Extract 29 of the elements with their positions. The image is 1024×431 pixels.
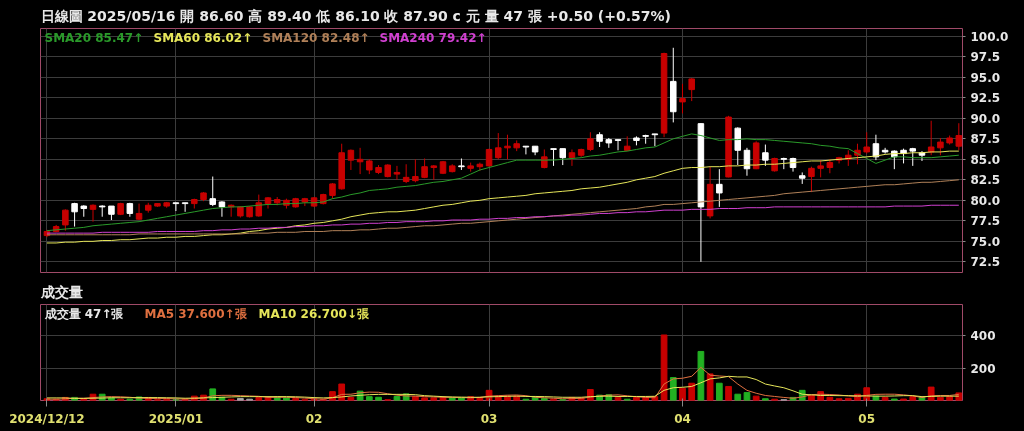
chart-title: 日線圖 2025/05/16 開 86.60 高 89.40 低 86.10 收 87.90 c 元 量 47 張 +0.50 (+0.57%)	[40, 7, 671, 24]
y-tick-label: 200	[970, 361, 996, 376]
x-tick-label: 2025/01	[148, 411, 204, 426]
x-tick-label: 05	[858, 411, 876, 426]
y-tick-label: 80.0	[970, 193, 1001, 208]
x-tick-label: 02	[305, 411, 323, 426]
y-tick-label: 400	[970, 329, 996, 344]
annotation: 成交量 47↑張	[43, 306, 125, 321]
y-tick-label: 90.0	[970, 111, 1001, 126]
y-tick-label: 92.5	[970, 91, 1001, 106]
x-tick-label: 04	[674, 411, 691, 426]
y-tick-label: 87.5	[970, 132, 1001, 147]
y-tick-label: 72.5	[970, 255, 1001, 270]
text: SMA60 86.02↑	[153, 30, 253, 45]
text: MA10 26.700↓張	[258, 306, 370, 321]
text: SMA20 85.47↑	[44, 30, 144, 45]
y-tick-label: 77.5	[970, 214, 1001, 229]
text: SMA240 79.42↑	[379, 30, 487, 45]
y-tick-label: 85.0	[970, 152, 1001, 167]
x-tick-label: 2024/12/12	[9, 411, 85, 426]
y-tick-label: 95.0	[970, 70, 1001, 85]
y-tick-label: 75.0	[970, 234, 1001, 249]
y-tick-label: 97.5	[970, 50, 1001, 65]
chart-title: 成交量	[39, 283, 83, 300]
x-tick-label: 03	[480, 411, 498, 426]
text: MA5 37.600↑張	[144, 306, 248, 321]
y-tick-label: 82.5	[970, 173, 1001, 188]
text: SMA120 82.48↑	[262, 30, 370, 45]
y-tick-label: 100.0	[970, 29, 1009, 44]
